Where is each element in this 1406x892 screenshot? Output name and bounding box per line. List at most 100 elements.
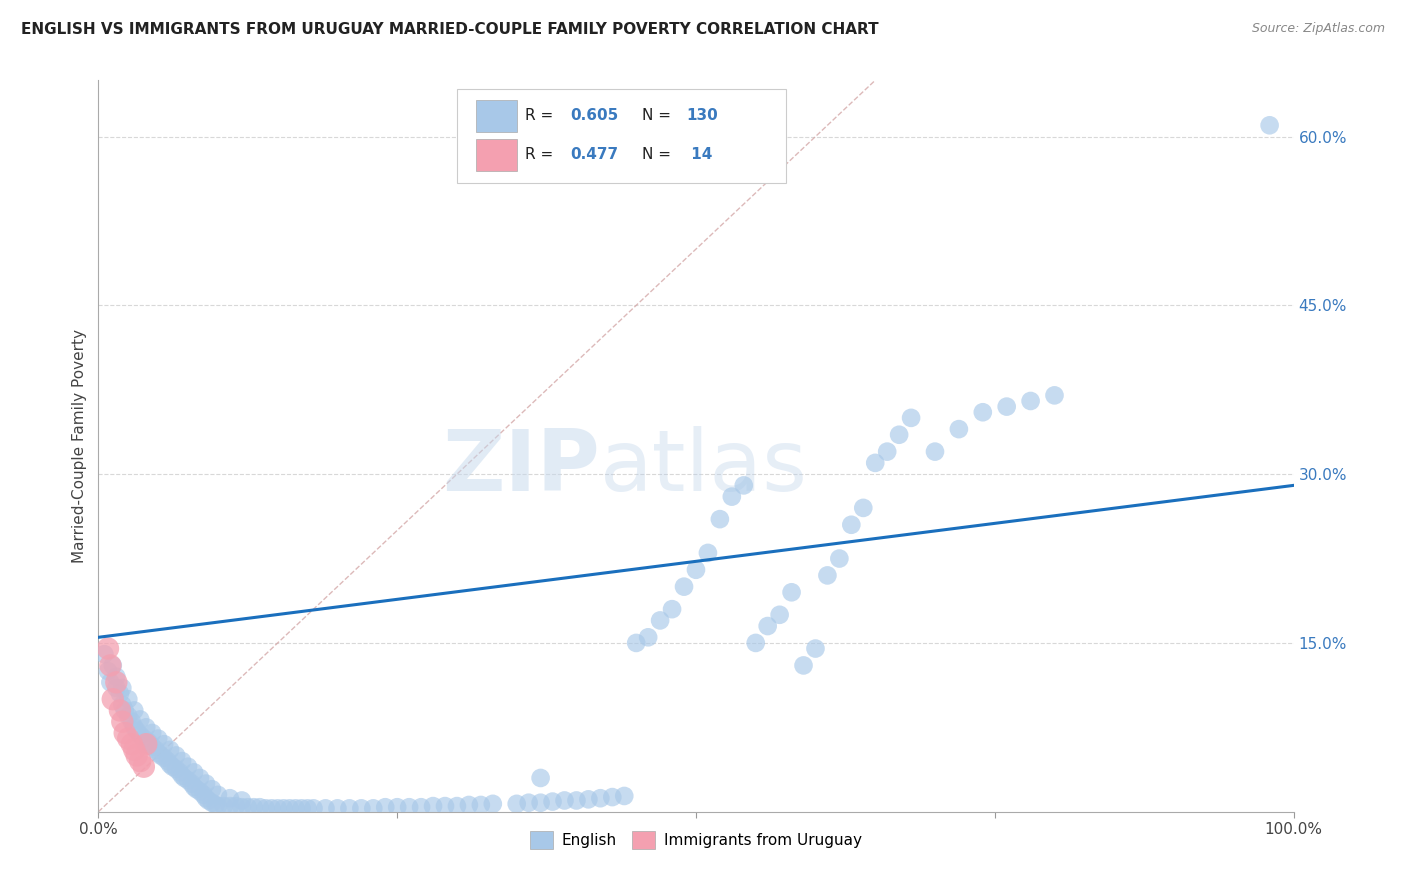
Point	[530, 771, 553, 785]
Text: ZIP: ZIP	[443, 426, 600, 509]
FancyBboxPatch shape	[477, 100, 517, 132]
Point	[148, 746, 170, 760]
Point	[756, 619, 779, 633]
Point	[554, 793, 576, 807]
Point	[889, 427, 911, 442]
Point	[972, 405, 994, 419]
Point	[243, 800, 266, 814]
Text: 0.605: 0.605	[571, 108, 619, 123]
Point	[135, 737, 157, 751]
Point	[183, 765, 205, 780]
Point	[434, 799, 457, 814]
Point	[841, 517, 863, 532]
Point	[105, 681, 128, 695]
Point	[204, 797, 226, 812]
Point	[183, 780, 205, 794]
Point	[733, 478, 755, 492]
Point	[129, 754, 152, 768]
Point	[745, 636, 768, 650]
Point	[159, 743, 181, 757]
Point	[188, 771, 211, 785]
Point	[172, 769, 194, 783]
Point	[165, 762, 187, 776]
Point	[153, 750, 176, 764]
Text: R =: R =	[524, 147, 558, 162]
Point	[141, 739, 163, 754]
Point	[225, 799, 247, 814]
Point	[284, 801, 307, 815]
Point	[481, 797, 505, 811]
Point	[589, 791, 612, 805]
Text: Source: ZipAtlas.com: Source: ZipAtlas.com	[1251, 22, 1385, 36]
Point	[125, 748, 148, 763]
Point	[697, 546, 720, 560]
Point	[1258, 118, 1281, 132]
Point	[685, 563, 707, 577]
Point	[398, 800, 420, 814]
Point	[506, 797, 529, 811]
Point	[948, 422, 970, 436]
Point	[195, 791, 218, 805]
Point	[648, 614, 672, 628]
Point	[114, 726, 136, 740]
Point	[97, 664, 120, 678]
Point	[254, 801, 277, 815]
Point	[105, 670, 128, 684]
Point	[135, 720, 157, 734]
Point	[173, 771, 195, 785]
Point	[315, 801, 337, 815]
Point	[129, 713, 152, 727]
Point	[326, 801, 349, 815]
Point	[924, 444, 946, 458]
Text: ENGLISH VS IMMIGRANTS FROM URUGUAY MARRIED-COUPLE FAMILY POVERTY CORRELATION CHA: ENGLISH VS IMMIGRANTS FROM URUGUAY MARRI…	[21, 22, 879, 37]
Text: R =: R =	[524, 108, 558, 123]
Point	[124, 703, 146, 717]
Point	[98, 675, 122, 690]
Point	[374, 800, 396, 814]
FancyBboxPatch shape	[477, 139, 517, 171]
Point	[231, 800, 253, 814]
Point	[177, 760, 200, 774]
Point	[111, 714, 134, 729]
Y-axis label: Married-Couple Family Poverty: Married-Couple Family Poverty	[72, 329, 87, 563]
Point	[900, 410, 922, 425]
Point	[291, 801, 314, 815]
Point	[93, 647, 115, 661]
Point	[195, 776, 218, 790]
Point	[121, 714, 143, 729]
Point	[995, 400, 1018, 414]
Point	[273, 801, 295, 815]
Point	[193, 788, 215, 802]
Point	[148, 731, 170, 746]
Point	[121, 737, 143, 751]
Text: 130: 130	[686, 108, 718, 123]
Point	[339, 801, 361, 815]
Point	[117, 709, 139, 723]
Point	[108, 687, 131, 701]
Point	[446, 799, 468, 814]
Point	[541, 795, 564, 809]
Point	[141, 726, 163, 740]
Point	[302, 801, 325, 815]
Point	[565, 793, 588, 807]
Point	[172, 754, 194, 768]
Point	[201, 782, 224, 797]
Point	[458, 797, 481, 812]
Point	[411, 800, 433, 814]
Point	[578, 792, 600, 806]
Point	[153, 737, 176, 751]
Point	[201, 796, 224, 810]
Point	[219, 799, 242, 814]
Point	[165, 748, 187, 763]
Point	[212, 799, 235, 814]
Text: atlas: atlas	[600, 426, 808, 509]
Point	[149, 748, 172, 763]
Point	[111, 681, 134, 695]
Text: 0.477: 0.477	[571, 147, 619, 162]
Point	[125, 723, 148, 738]
Point	[169, 765, 191, 780]
Text: N =: N =	[643, 108, 676, 123]
Point	[219, 791, 242, 805]
Point	[804, 641, 827, 656]
Point	[385, 800, 409, 814]
